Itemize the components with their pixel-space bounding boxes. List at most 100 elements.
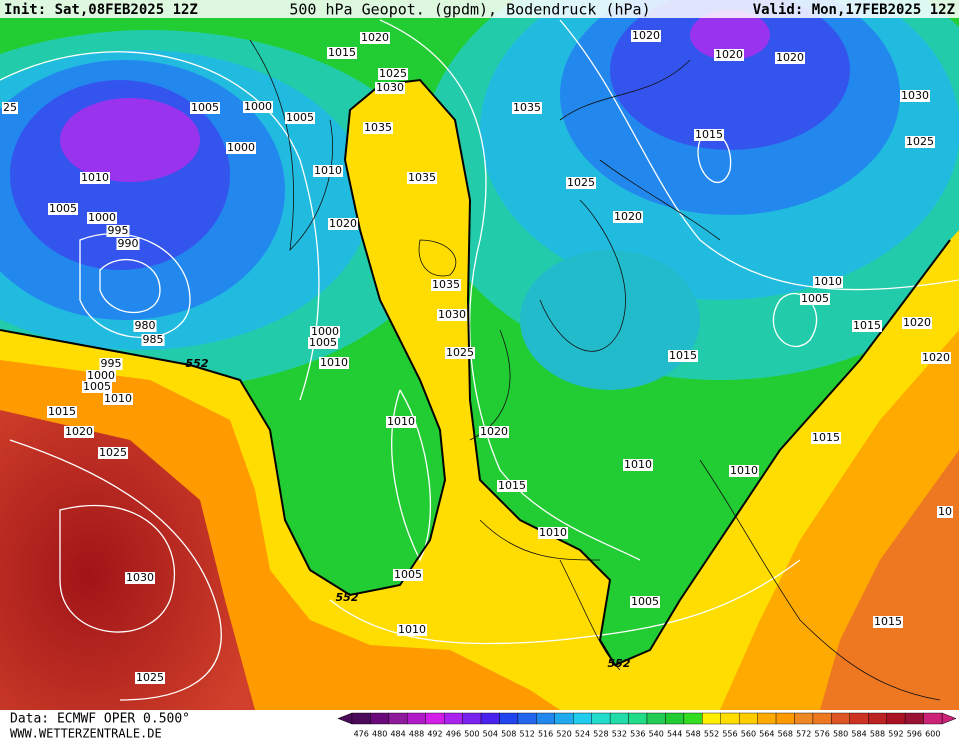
- label-box: [243, 101, 273, 113]
- colorbar-swatch: [720, 712, 740, 725]
- isobar-label: 1035: [364, 121, 392, 134]
- isobar-label: 1000: [88, 211, 116, 224]
- isobar-label: 1015: [695, 128, 723, 141]
- label-box: [813, 276, 843, 288]
- label-box: [479, 426, 509, 438]
- isobar-label: 990: [118, 237, 139, 250]
- label-box: [378, 68, 408, 80]
- colorbar-swatch: [407, 712, 426, 725]
- colorbar: 476 480 484 488 492 496 500 504 508 512 516 520 524 5…: [337, 712, 957, 739]
- colorbar-label: 568: [778, 730, 793, 739]
- isobar-label: 10: [938, 505, 952, 518]
- colorbar-swatch: [536, 712, 556, 725]
- colorbar-swatch: [812, 712, 832, 725]
- isobar-label: 1015: [498, 479, 526, 492]
- colorbar-label: 548: [685, 730, 700, 739]
- colorbar-swatch: [794, 712, 814, 725]
- isobar-label: 995: [101, 357, 122, 370]
- isobar-label: 1000: [87, 369, 115, 382]
- label-box: [360, 32, 390, 44]
- colorbar-label: 488: [409, 730, 424, 739]
- label-box: [86, 370, 116, 382]
- colorbar-swatch: [738, 712, 758, 725]
- colorbar-swatch: [370, 712, 390, 725]
- isobar-label: 1020: [329, 217, 357, 230]
- label-box: [512, 102, 542, 114]
- label-box: [445, 347, 475, 359]
- map-title: 500 hPa Geopot. (gpdm), Bodendruck (hPa): [289, 1, 650, 19]
- init-time: Init: Sat,08FEB2025 12Z: [4, 2, 198, 18]
- colorbar-swatch: [886, 712, 906, 725]
- isobar-label: 1015: [853, 319, 881, 332]
- label-box: [106, 225, 130, 237]
- isobar-label: 1015: [48, 405, 76, 418]
- label-box: [613, 211, 643, 223]
- isobars: [0, 19, 959, 701]
- contour-label: 552: [186, 357, 209, 370]
- contour-label: 552: [608, 657, 631, 670]
- colorbar-swatch: [849, 712, 869, 725]
- label-box: [87, 212, 117, 224]
- label-box: [566, 177, 596, 189]
- colorbar-label: 556: [722, 730, 737, 739]
- valid-time: Valid: Mon,17FEB2025 12Z: [753, 2, 955, 18]
- colorbar-swatch: [646, 712, 666, 725]
- isobar-label: 1005: [83, 380, 111, 393]
- isobar-label: 1035: [513, 101, 541, 114]
- colorbar-swatch: [702, 712, 721, 725]
- isobar-label: 1020: [632, 29, 660, 42]
- colorbar-swatch: [868, 712, 887, 725]
- label-box: [103, 393, 133, 405]
- colorbar-label: 552: [704, 730, 719, 739]
- colorbar-swatch: [517, 712, 537, 725]
- isobar-label: 1020: [903, 316, 931, 329]
- isobar-label: 1005: [191, 101, 219, 114]
- colorbar-swatch: [831, 712, 851, 725]
- label-box: [285, 112, 315, 124]
- isobar-label: 1020: [361, 31, 389, 44]
- label-box: [714, 49, 744, 61]
- isobar-label: 1030: [901, 89, 929, 102]
- label-box: [190, 102, 220, 114]
- colorbar-swatch: [683, 712, 703, 725]
- isobar-label: 1020: [65, 425, 93, 438]
- colorbar-swatch: [499, 712, 519, 725]
- isobar-label: 1010: [320, 356, 348, 369]
- colorbar-swatch: [904, 712, 924, 725]
- colorbar-swatch: [443, 712, 463, 725]
- label-box: [125, 572, 155, 584]
- coastlines: [249, 39, 941, 701]
- colorbar-label: 536: [630, 730, 645, 739]
- colorbar-label: 584: [851, 730, 866, 739]
- colorbar-label: 520: [556, 730, 571, 739]
- header-bar: [0, 0, 959, 18]
- colorbar-swatch: [351, 712, 371, 725]
- isobar-label: 985: [143, 333, 164, 346]
- label-box: [310, 326, 340, 338]
- isobar-label: 1010: [398, 623, 426, 636]
- isobar-label: 1000: [227, 141, 255, 154]
- label-box: [902, 317, 932, 329]
- isobar-label: 1035: [432, 278, 460, 291]
- label-box: [116, 238, 140, 250]
- colorbar-label: 512: [520, 730, 535, 739]
- label-box: [538, 527, 568, 539]
- isobar-label: 1025: [136, 671, 164, 684]
- isobar-label: 1010: [387, 415, 415, 428]
- label-box: [98, 447, 128, 459]
- isobar-label: 1010: [81, 171, 109, 184]
- label-box: [921, 352, 951, 364]
- label-box: [407, 172, 437, 184]
- label-box: [133, 320, 157, 332]
- colorbar-swatch: [480, 712, 500, 725]
- isobar-label: 1025: [446, 346, 474, 359]
- label-box: [623, 459, 653, 471]
- isobar-label: 1005: [631, 595, 659, 608]
- colorbar-label: 480: [372, 730, 387, 739]
- colorbar-label: 596: [907, 730, 922, 739]
- colorbar-swatch: [775, 712, 795, 725]
- colorbar-label: 492: [427, 730, 442, 739]
- colorbar-label: 516: [538, 730, 553, 739]
